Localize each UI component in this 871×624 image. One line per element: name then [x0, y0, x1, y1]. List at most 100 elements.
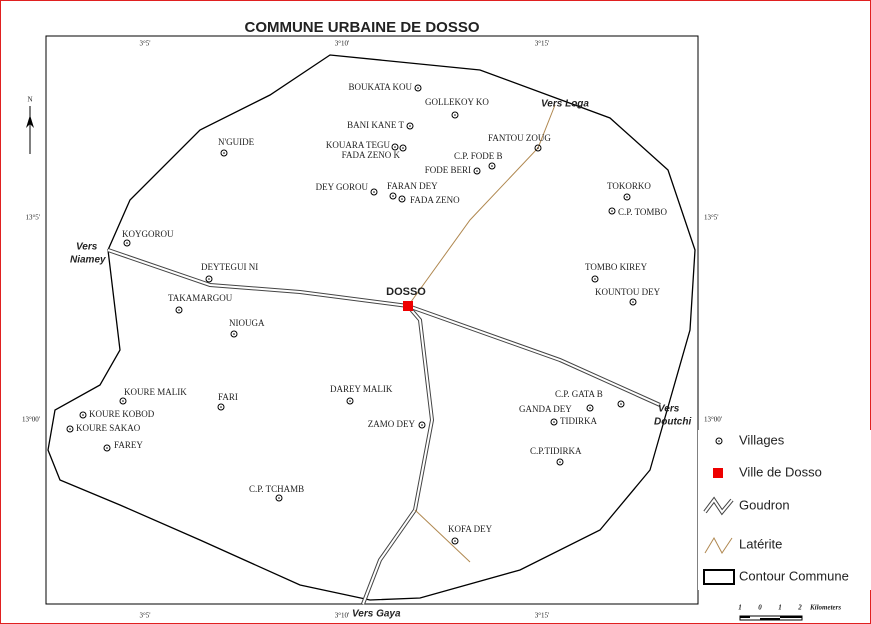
village-label: C.P. TOMBO — [618, 207, 667, 217]
goudron-doutchi-inner — [407, 305, 661, 406]
scale-seg — [780, 616, 802, 618]
village-label: FARI — [218, 392, 238, 402]
village-symbol — [399, 144, 407, 152]
village-dot — [373, 191, 375, 193]
village-dot — [626, 196, 628, 198]
village-symbol — [230, 330, 238, 338]
village-dot — [392, 195, 394, 197]
village-dot — [589, 407, 591, 409]
village-symbol — [608, 207, 616, 215]
village-dot — [454, 114, 456, 116]
village-symbol — [123, 239, 131, 247]
laterite-kofa — [414, 509, 471, 563]
village-symbol — [217, 403, 225, 411]
scale-tick: 1 — [738, 604, 742, 612]
village-dot — [632, 301, 634, 303]
scale-unit: Kilometers — [809, 604, 841, 612]
village-dot — [178, 309, 180, 311]
village-dot — [349, 400, 351, 402]
village-dot — [559, 461, 561, 463]
village-symbol — [406, 122, 414, 130]
village-label: C.P. GATA B — [555, 389, 603, 399]
scale-tick: 1 — [778, 604, 782, 612]
legend-label: Ville de Dosso — [739, 464, 822, 479]
village-label: FARAN DEY — [387, 181, 438, 191]
village-dot — [106, 447, 108, 449]
village-dot — [476, 170, 478, 172]
coord-label: 3°15' — [535, 612, 550, 620]
scale-tick: 2 — [797, 604, 802, 612]
coord-label: 13°00' — [704, 416, 722, 424]
village-symbol — [617, 400, 625, 408]
village-label: DEY GOROU — [316, 182, 369, 192]
direction-label: Vers — [76, 242, 98, 253]
village-label: FADA ZENO K — [342, 150, 401, 160]
village-label: DAREY MALIK — [330, 384, 393, 394]
village-symbol — [66, 425, 74, 433]
village-symbol — [346, 397, 354, 405]
village-label: C.P. TCHAMB — [249, 484, 304, 494]
village-symbol — [391, 143, 399, 151]
village-label: TIDIRKA — [560, 416, 597, 426]
village-dot — [611, 210, 613, 212]
direction-label: Niamey — [70, 255, 106, 266]
city-label: DOSSO — [386, 286, 426, 298]
village-label: FANTOU ZOUG — [488, 133, 551, 143]
village-symbol — [550, 418, 558, 426]
north-label: N — [27, 96, 32, 104]
village-label: KOUNTOU DEY — [595, 287, 661, 297]
village-dot — [82, 414, 84, 416]
legend-label: Latérite — [739, 536, 782, 551]
village-dot — [122, 400, 124, 402]
village-label: DEYTEGUI NI — [201, 262, 258, 272]
village-label: TOKORKO — [607, 181, 651, 191]
village-dot — [126, 242, 128, 244]
village-label: KOURE KOBOD — [89, 409, 155, 419]
village-label: KOURE MALIK — [124, 387, 187, 397]
goudron-niamey-inner — [107, 249, 409, 307]
village-symbol — [414, 84, 422, 92]
village-label: C.P.TIDIRKA — [530, 446, 582, 456]
village-label: BANI KANE T — [347, 120, 404, 130]
village-label: GOLLEKOY KO — [425, 97, 489, 107]
legend-village-dot — [718, 440, 720, 442]
village-label: BOUKATA KOU — [348, 82, 412, 92]
village-symbol — [205, 275, 213, 283]
village-dot — [223, 152, 225, 154]
village-symbol — [629, 298, 637, 306]
village-symbol — [586, 404, 594, 412]
north-arrow: N — [26, 96, 34, 154]
village-dot — [417, 87, 419, 89]
village-dot — [69, 428, 71, 430]
village-label: KOYGOROU — [122, 229, 174, 239]
village-symbol — [175, 306, 183, 314]
village-symbol — [418, 421, 426, 429]
village-label: TAKAMARGOU — [168, 293, 233, 303]
coord-label: 13°00' — [22, 416, 40, 424]
village-symbol — [119, 397, 127, 405]
village-dot — [454, 540, 456, 542]
coord-label: 3°15' — [535, 40, 550, 48]
village-label: TOMBO KIREY — [585, 262, 648, 272]
village-symbol — [556, 458, 564, 466]
village-label: KOFA DEY — [448, 524, 493, 534]
title: COMMUNE URBAINE DE DOSSO — [244, 19, 479, 36]
village-symbol — [103, 444, 111, 452]
north-head — [26, 115, 34, 128]
village-dot — [620, 403, 622, 405]
legend-goudron-inner — [704, 498, 733, 514]
village-symbol — [451, 537, 459, 545]
village-dot — [278, 497, 280, 499]
village-label: KOURE SAKAO — [76, 423, 141, 433]
village-dot — [553, 421, 555, 423]
village-dot — [401, 198, 403, 200]
scale-bar — [739, 615, 803, 621]
village-label: FADA ZENO — [410, 195, 460, 205]
coord-label: 13°5' — [25, 214, 40, 222]
village-label: FAREY — [114, 440, 143, 450]
village-label: C.P. FODE B — [454, 151, 503, 161]
coord-label: 3°5' — [139, 40, 150, 48]
village-symbol — [370, 188, 378, 196]
village-label: ZAMO DEY — [368, 419, 416, 429]
